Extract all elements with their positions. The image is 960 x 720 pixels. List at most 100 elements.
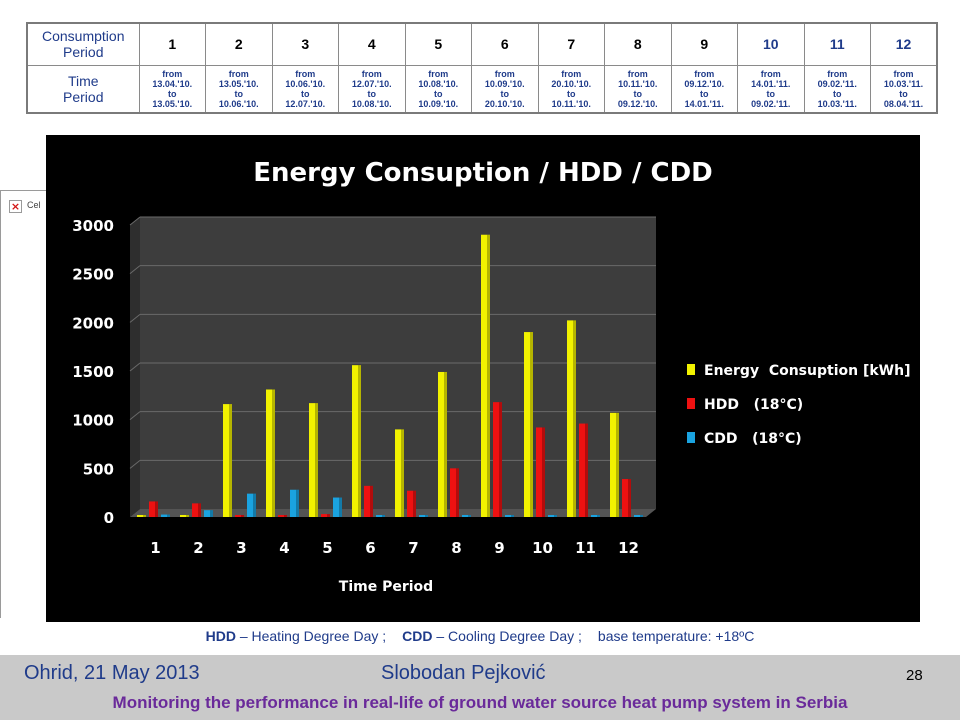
- range-start: 10.09.'10.: [484, 78, 525, 89]
- bar-shade: [530, 332, 533, 517]
- bar-hdd: [278, 515, 287, 517]
- gridline-depth: [129, 313, 141, 323]
- bar-energy: [223, 404, 232, 517]
- bar-shade: [272, 389, 275, 517]
- chart-title: Energy Consuption / HDD / CDD: [253, 158, 712, 188]
- bar-shade: [210, 510, 213, 517]
- bar-shade: [198, 503, 201, 517]
- y-tick-label: 2500: [72, 266, 114, 284]
- consumption-period-label: Consumption Period: [26, 22, 140, 66]
- range-from: from: [627, 68, 648, 79]
- range-start: 12.07.'10.: [351, 78, 392, 89]
- range-start: 10.06.'10.: [285, 78, 326, 89]
- bar-shade: [315, 403, 318, 517]
- clipped-text: Cel: [27, 200, 41, 210]
- x-tick-label: 2: [193, 539, 203, 557]
- legend-swatch: [687, 364, 695, 375]
- bar-shade: [597, 515, 600, 517]
- period-number: 5: [404, 22, 472, 66]
- y-tick-label: 1000: [72, 412, 114, 430]
- gridline-depth: [129, 459, 141, 469]
- gridline-depth: [129, 411, 141, 421]
- range-end: 10.08.'10.: [351, 98, 392, 109]
- bar-shade: [186, 515, 189, 517]
- broken-image-icon: ×: [9, 200, 22, 213]
- bar-cdd: [505, 515, 514, 517]
- footer-author: Slobodan Pejković: [381, 662, 546, 684]
- time-range-cell: from 20.10.'10. to 10.11.'10.: [537, 64, 605, 114]
- range-to: to: [567, 88, 576, 99]
- bar-shade: [229, 404, 232, 517]
- bar-shade: [401, 429, 404, 517]
- bar-hdd: [364, 485, 373, 517]
- period-number: 10: [737, 22, 805, 66]
- range-end: 12.07.'10.: [285, 98, 326, 109]
- bar-shade: [616, 412, 619, 517]
- range-start: 20.10.'10.: [551, 78, 592, 89]
- bar-shade: [143, 515, 146, 517]
- bar-cdd: [634, 515, 643, 517]
- abbreviation-caption: HDD – Heating Degree Day ; CDD – Cooling …: [0, 628, 960, 644]
- bar-energy: [352, 365, 361, 517]
- bar-hdd: [192, 503, 201, 517]
- range-from: from: [295, 68, 316, 79]
- bar-cdd: [247, 493, 256, 517]
- bar-cdd: [462, 515, 471, 517]
- range-to: to: [301, 88, 310, 99]
- legend-entry: HDD (18°C): [704, 397, 803, 413]
- bar-energy: [266, 389, 275, 517]
- period-number: 11: [803, 22, 871, 66]
- range-end: 10.06.'10.: [218, 98, 259, 109]
- range-end: 13.05.'10.: [152, 98, 193, 109]
- time-range-cell: from 10.08.'10. to 10.09.'10.: [404, 64, 472, 114]
- legend-entry: CDD (18°C): [704, 431, 802, 447]
- time-range-cell: from 09.12.'10. to 14.01.'11.: [670, 64, 738, 114]
- bar-energy: [481, 234, 490, 517]
- footer-place-date: Ohrid, 21 May 2013: [24, 662, 200, 684]
- bar-shade: [542, 427, 545, 517]
- row2-label-line2: Period: [63, 88, 104, 105]
- range-to: to: [168, 88, 177, 99]
- range-to: to: [500, 88, 510, 99]
- bar-shade: [425, 515, 428, 517]
- range-end: 20.10.'10.: [484, 98, 525, 109]
- period-number: 9: [670, 22, 738, 66]
- x-tick-label: 12: [618, 539, 639, 557]
- y-tick-label: 1500: [72, 363, 114, 381]
- hdd-text: – Heating Degree Day ;: [235, 628, 387, 644]
- clipped-image-panel: × Cel: [0, 190, 46, 618]
- x-tick-label: 6: [365, 539, 375, 557]
- consumption-period-row: Consumption Period 1 2 3 4 5 6 7 8 9 10 …: [26, 22, 938, 66]
- y-tick-label: 2000: [72, 314, 114, 332]
- hdd-abbr: HDD: [205, 628, 236, 644]
- range-from: from: [827, 68, 848, 79]
- bar-shade: [370, 485, 373, 517]
- bar-energy: [395, 429, 404, 517]
- bar-shade: [382, 515, 385, 517]
- time-range-cell: from 09.02.'11. to 10.03.'11.: [803, 64, 871, 114]
- time-range-cell: from 10.09.'10. to 20.10.'10.: [471, 64, 539, 114]
- y-tick-label: 0: [104, 509, 114, 527]
- bar-cdd: [333, 497, 342, 517]
- bar-energy: [309, 403, 318, 517]
- period-number: 4: [338, 22, 406, 66]
- period-table: Consumption Period 1 2 3 4 5 6 7 8 9 10 …: [26, 22, 938, 114]
- period-number: 2: [205, 22, 273, 66]
- range-from: from: [361, 68, 382, 79]
- bar-shade: [413, 490, 416, 517]
- range-end: 14.01.'11.: [684, 98, 724, 109]
- bar-hdd: [450, 468, 459, 517]
- range-to: to: [367, 88, 377, 99]
- bar-shade: [499, 402, 502, 517]
- cdd-abbr: CDD: [402, 628, 433, 644]
- bar-shade: [628, 479, 631, 517]
- x-tick-label: 9: [494, 539, 504, 557]
- range-to: to: [700, 88, 709, 99]
- range-end: 08.04.'11.: [883, 98, 924, 109]
- presentation-title: Monitoring the performance in real-life …: [112, 693, 848, 712]
- bar-shade: [253, 493, 256, 517]
- bar-shade: [339, 497, 342, 517]
- bar-cdd: [161, 514, 170, 517]
- range-start: 09.12.'10.: [684, 78, 725, 89]
- range-start: 09.02.'11.: [817, 78, 857, 89]
